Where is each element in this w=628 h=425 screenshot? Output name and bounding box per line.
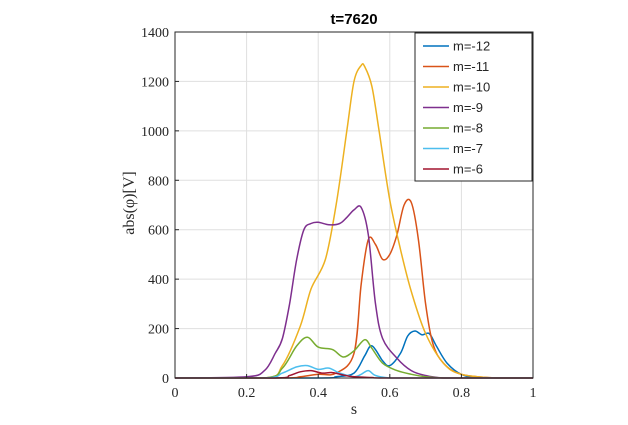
legend-entry: m=-10 <box>453 80 490 95</box>
legend-entry: m=-7 <box>453 141 483 156</box>
legend: m=-12 m=-11 m=-10 m=-9 m=-8 m=-7 m=-6 <box>414 32 533 182</box>
x-tick-label: 0.4 <box>309 386 327 401</box>
y-tick-label: 200 <box>148 323 169 338</box>
y-tick-label: 600 <box>148 224 169 239</box>
x-axis-label: s <box>351 401 357 418</box>
x-tick-label: 1 <box>530 386 537 401</box>
x-tick-label: 0.6 <box>381 386 399 401</box>
legend-entry: m=-9 <box>453 100 483 115</box>
chart-title: t=7620 <box>330 11 377 28</box>
x-tick-label: 0.8 <box>453 386 471 401</box>
series-line-m8 <box>174 336 533 379</box>
ticks: 0 0.2 0.4 0.6 0.8 1 0 200 400 600 800 1000 1200 1400 <box>141 26 537 401</box>
y-tick-label: 1000 <box>141 125 169 140</box>
y-axis-label: abs(φ)[V] <box>121 171 138 234</box>
series-line-m10 <box>174 63 533 379</box>
y-tick-label: 400 <box>148 273 169 288</box>
x-tick-label: 0 <box>172 386 179 401</box>
series-group <box>174 63 534 379</box>
legend-entry: m=-11 <box>453 59 489 74</box>
y-tick-label: 1200 <box>141 75 169 90</box>
series-line-m9 <box>174 205 533 379</box>
y-tick-label: 1400 <box>141 26 169 41</box>
legend-entry: m=-6 <box>453 162 483 177</box>
plot-frame <box>174 31 534 379</box>
y-tick-label: 0 <box>162 372 169 387</box>
x-tick-label: 0.2 <box>238 386 256 401</box>
legend-entry: m=-12 <box>453 39 490 54</box>
legend-entry: m=-8 <box>453 121 483 136</box>
y-tick-label: 800 <box>148 174 169 189</box>
